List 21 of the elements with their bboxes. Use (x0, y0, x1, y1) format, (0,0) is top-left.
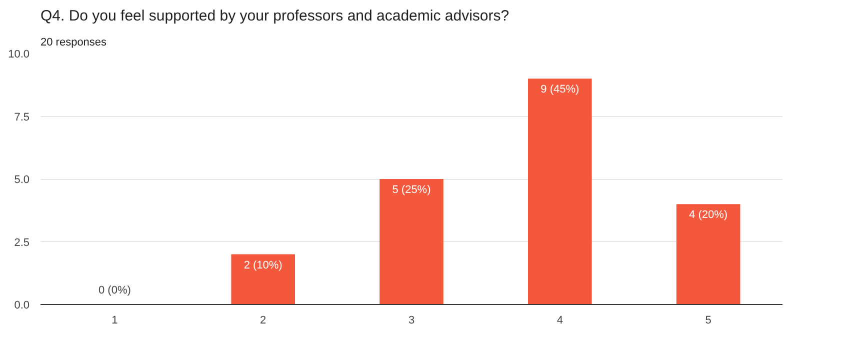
y-tick-label: 7.5 (14, 111, 30, 124)
y-tick-label: 2.5 (14, 236, 30, 249)
x-tick-label: 3 (408, 314, 415, 326)
data-label: 5 (25%) (392, 184, 431, 196)
y-tick-label: 10.0 (8, 48, 30, 60)
chart-subtitle: 20 responses (40, 36, 108, 48)
x-tick-label: 1 (112, 314, 118, 326)
bar (528, 78, 592, 304)
data-label: 0 (0%) (98, 284, 131, 296)
x-tick-label: 5 (705, 314, 712, 326)
data-label: 2 (10%) (244, 259, 282, 272)
y-tick-label: 5.0 (14, 174, 30, 186)
bar (380, 179, 444, 304)
chart-title: Q4. Do you feel supported by your professors and academic advisors? (40, 8, 510, 24)
bar (676, 204, 740, 304)
y-tick-label: 0.0 (14, 300, 30, 312)
data-label: 9 (45%) (540, 84, 580, 96)
x-tick-label: 4 (556, 314, 563, 326)
bar (231, 254, 296, 304)
x-tick-label: 2 (260, 314, 266, 326)
data-label: 4 (20%) (689, 209, 728, 222)
